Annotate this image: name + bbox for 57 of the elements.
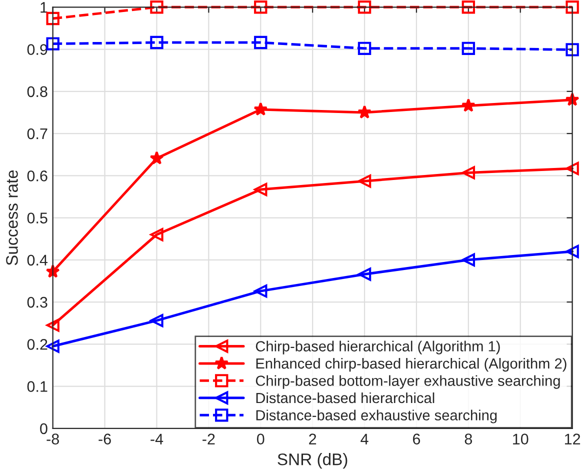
point (254, 102, 268, 116)
point (566, 244, 579, 258)
point (358, 268, 372, 281)
point (46, 318, 60, 332)
y-tick-label: 0.9 (27, 44, 48, 55)
point (358, 105, 372, 119)
x-tick-label: 0 (256, 434, 264, 444)
point (254, 0, 268, 14)
point (150, 314, 164, 328)
x-tick-label: -2 (202, 434, 215, 444)
y-tick-label: 0.7 (27, 128, 48, 140)
point (462, 42, 476, 56)
point (358, 0, 372, 14)
x-tick-label: 4 (360, 434, 368, 444)
point (150, 228, 164, 242)
x-tick-label: -4 (150, 434, 164, 444)
point (566, 0, 579, 14)
y-tick-label: 0.1 (27, 381, 48, 392)
x-tick-label: 10 (513, 434, 528, 444)
x-tick-label: 8 (464, 434, 472, 444)
point (566, 43, 579, 56)
point (150, 0, 164, 14)
point (462, 166, 476, 180)
x-tick-label: 12 (564, 434, 580, 444)
point (566, 162, 579, 176)
point (254, 182, 268, 196)
point (462, 0, 476, 14)
point (150, 151, 164, 164)
point (254, 36, 268, 50)
y-tick-label: 1 (40, 2, 48, 13)
legend-label: Distance-based exhaustive searching (256, 410, 497, 424)
y-tick-label: 0.2 (27, 339, 48, 350)
point (46, 12, 60, 26)
x-tick-label: 6 (413, 434, 420, 444)
legend-label: Chirp-based bottom-layer exhaustive searching (256, 375, 560, 389)
point (358, 42, 372, 56)
y-axis-title: Success rate (6, 170, 18, 266)
point (254, 284, 268, 298)
y-tick-label: 0.5 (27, 212, 48, 224)
y-tick-label: 0.6 (27, 170, 48, 182)
y-tick-label: 0.3 (27, 296, 48, 308)
x-tick-label: -8 (46, 434, 59, 444)
point (46, 340, 60, 353)
legend-label: Chirp-based hierarchical (Algorithm 1) (256, 340, 500, 354)
y-tick-label: 0.4 (27, 254, 48, 266)
point (461, 98, 476, 112)
y-tick-label: 0 (40, 423, 48, 434)
point (358, 174, 372, 188)
point (150, 36, 164, 50)
x-axis-title: SNR (dB) (278, 453, 348, 469)
y-tick-label: 0.8 (27, 86, 48, 98)
x-tick-label: -6 (98, 434, 111, 444)
legend-label: Distance-based hierarchical (256, 392, 434, 404)
point (46, 37, 60, 50)
point (462, 253, 476, 266)
legend-label: Enhanced chirp-based hierarchical (Algorithm 2) (256, 358, 566, 372)
x-tick-label: 2 (309, 434, 316, 444)
